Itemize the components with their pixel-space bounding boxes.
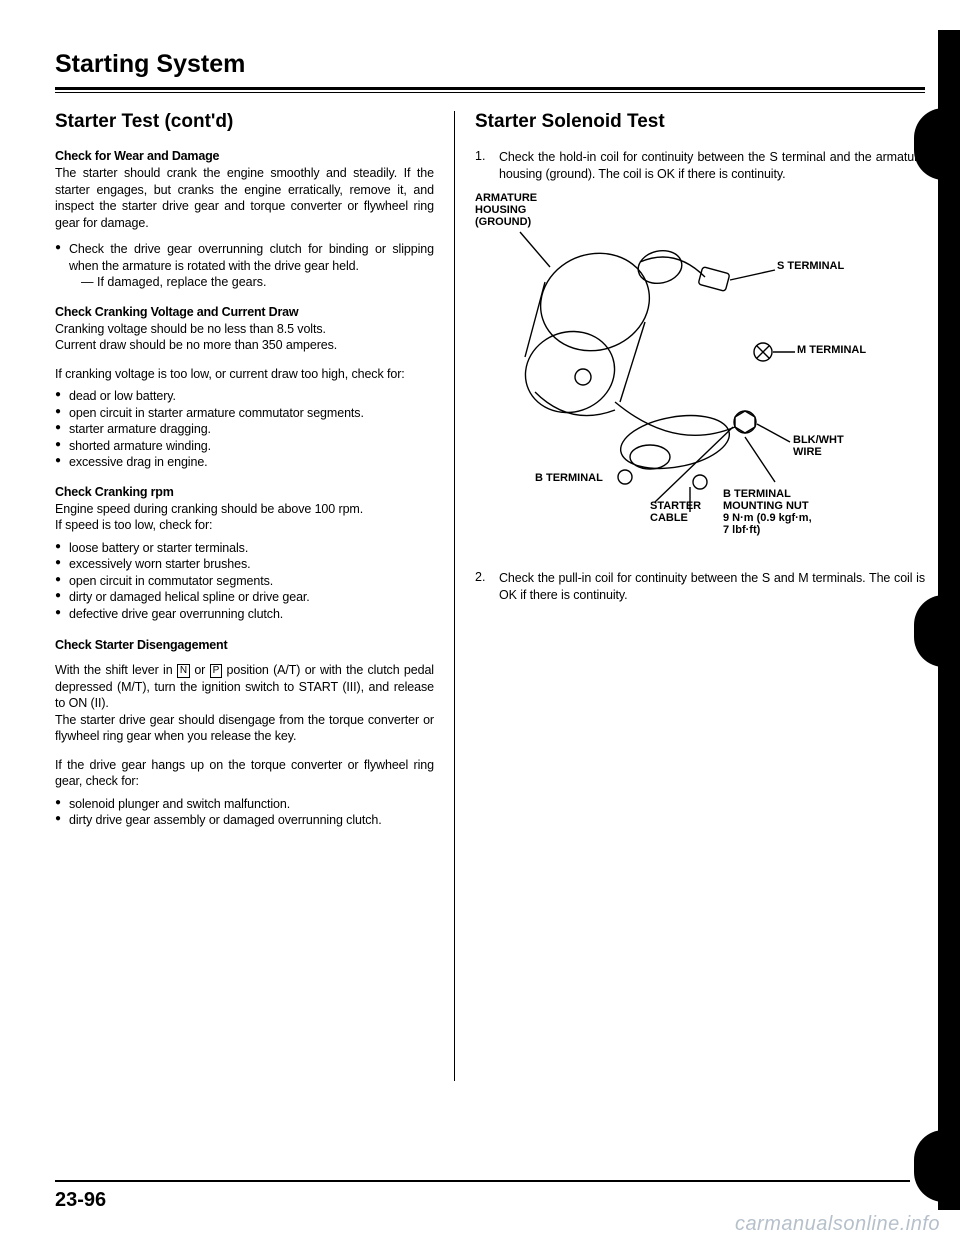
bullet-voltage: starter armature dragging.: [55, 421, 434, 438]
step-number: 1.: [475, 149, 489, 182]
bullet-voltage: open circuit in starter armature commuta…: [55, 405, 434, 422]
page-number: 23-96: [55, 1189, 106, 1212]
label-mounting-nut: B TERMINAL MOUNTING NUT 9 N·m (0.9 kgf·m…: [723, 488, 812, 536]
bullet-rpm: open circuit in commutator segments.: [55, 573, 434, 590]
intro-voltage: If cranking voltage is too low, or curre…: [55, 366, 434, 383]
right-column: Starter Solenoid Test 1. Check the hold-…: [455, 111, 925, 1081]
page-body: Starting System Starter Test (cont'd) Ch…: [0, 0, 960, 1242]
label-starter-cable: STARTER CABLE: [650, 500, 701, 524]
bottom-rule: [55, 1180, 910, 1182]
bullet-rpm: dirty or damaged helical spline or drive…: [55, 589, 434, 606]
two-column-layout: Starter Test (cont'd) Check for Wear and…: [55, 111, 925, 1081]
bullet-disengage: dirty drive gear assembly or damaged ove…: [55, 812, 434, 829]
text: With the shift lever in: [55, 663, 177, 677]
heading-wear: Check for Wear and Damage: [55, 149, 434, 163]
para-disengage-2: The starter drive gear should disengage …: [55, 712, 434, 745]
left-column: Starter Test (cont'd) Check for Wear and…: [55, 111, 455, 1081]
step-text: Check the pull-in coil for continuity be…: [499, 570, 925, 603]
label-m-terminal: M TERMINAL: [797, 344, 866, 356]
text: or: [190, 663, 210, 677]
bullet-voltage: dead or low battery.: [55, 388, 434, 405]
title-rule: [55, 87, 925, 93]
para-disengage-1: With the shift lever in N or P position …: [55, 662, 434, 712]
step-text: Check the hold-in coil for continuity be…: [499, 149, 925, 182]
bullet-voltage: shorted armature winding.: [55, 438, 434, 455]
starter-diagram: ARMATURE HOUSING (GROUND) S TERMINAL M T…: [475, 192, 875, 552]
line-rpm-1: Engine speed during cranking should be a…: [55, 501, 434, 518]
step-number: 2.: [475, 570, 489, 603]
bullet-voltage: excessive drag in engine.: [55, 454, 434, 471]
line-voltage-1: Cranking voltage should be no less than …: [55, 321, 434, 338]
bullet-rpm: loose battery or starter terminals.: [55, 540, 434, 557]
heading-rpm: Check Cranking rpm: [55, 485, 434, 499]
bullet-disengage: solenoid plunger and switch malfunction.: [55, 796, 434, 813]
sub-wear: — If damaged, replace the gears.: [55, 274, 434, 291]
bullet-wear: Check the drive gear overrunning clutch …: [55, 241, 434, 274]
gear-n-icon: N: [177, 664, 190, 678]
label-blk-wht: BLK/WHT WIRE: [793, 434, 844, 458]
bullet-rpm: defective drive gear overrunning clutch.: [55, 606, 434, 623]
heading-voltage: Check Cranking Voltage and Current Draw: [55, 305, 434, 319]
step-1: 1. Check the hold-in coil for continuity…: [475, 149, 925, 182]
page-title: Starting System: [55, 50, 925, 79]
step-2: 2. Check the pull-in coil for continuity…: [475, 570, 925, 603]
heading-disengage: Check Starter Disengagement: [55, 638, 434, 652]
line-rpm-2: If speed is too low, check for:: [55, 517, 434, 534]
label-armature: ARMATURE HOUSING (GROUND): [475, 192, 537, 228]
left-section-title: Starter Test (cont'd): [55, 111, 434, 133]
bullet-rpm: excessively worn starter brushes.: [55, 556, 434, 573]
right-section-title: Starter Solenoid Test: [475, 111, 925, 133]
label-s-terminal: S TERMINAL: [777, 260, 844, 272]
para-disengage-3: If the drive gear hangs up on the torque…: [55, 757, 434, 790]
line-voltage-2: Current draw should be no more than 350 …: [55, 337, 434, 354]
para-wear: The starter should crank the engine smoo…: [55, 165, 434, 231]
label-b-terminal: B TERMINAL: [535, 472, 603, 484]
starter-svg: [475, 192, 875, 552]
gear-p-icon: P: [210, 664, 223, 678]
watermark: carmanualsonline.info: [735, 1213, 940, 1236]
